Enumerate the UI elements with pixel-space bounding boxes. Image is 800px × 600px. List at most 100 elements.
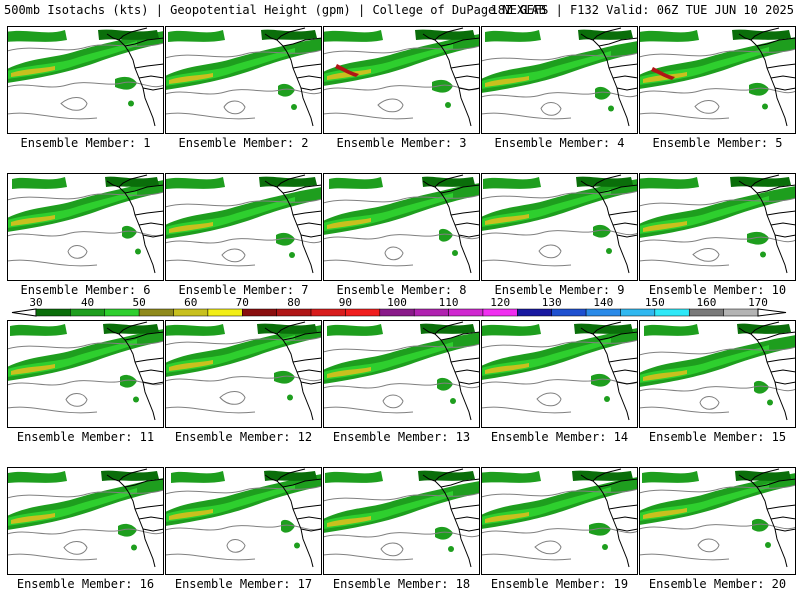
ensemble-member-label: Ensemble Member: 20 — [648, 577, 787, 591]
coastline-borders — [264, 321, 322, 421]
coastline-borders — [106, 468, 164, 568]
ensemble-member-label: Ensemble Member: 7 — [178, 283, 309, 297]
colorbar-segment — [104, 308, 140, 317]
ensemble-member-label: Ensemble Member: 1 — [20, 136, 151, 150]
height-contours — [7, 42, 164, 120]
coastline-borders — [580, 174, 638, 274]
coastline-borders — [580, 468, 638, 568]
isotach-shading — [7, 470, 164, 551]
colorbar-segment — [379, 308, 415, 317]
isotach-shading — [165, 323, 322, 401]
ensemble-member-label: Ensemble Member: 10 — [648, 283, 787, 297]
colorbar-segment — [517, 308, 552, 317]
colorbar-segment — [585, 308, 621, 317]
colorbar-segment — [70, 308, 106, 317]
coastline-borders — [264, 174, 322, 274]
ensemble-member-panel: Ensemble Member: 7 — [165, 173, 322, 297]
ensemble-member-panel: Ensemble Member: 19 — [481, 467, 638, 591]
height-contours — [165, 485, 322, 561]
ensemble-member-panel: Ensemble Member: 8 — [323, 173, 480, 297]
colorbar-segment — [723, 308, 759, 317]
map-title: 500mb Isotachs (kts) | Geopotential Heig… — [4, 3, 546, 17]
coastline-borders — [580, 321, 638, 421]
colorbar-tick-label: 50 — [132, 296, 146, 309]
ensemble-member-panel: Ensemble Member: 12 — [165, 320, 322, 444]
ensemble-member-label: Ensemble Member: 3 — [336, 136, 467, 150]
ensemble-member-panel: Ensemble Member: 13 — [323, 320, 480, 444]
height-contours — [639, 346, 796, 414]
ensemble-member-panel: Ensemble Member: 14 — [481, 320, 638, 444]
colorbar-tick-label: 60 — [184, 296, 198, 309]
ensemble-member-label: Ensemble Member: 9 — [494, 283, 625, 297]
colorbar-left-arrow — [11, 308, 37, 317]
height-contours — [165, 336, 322, 414]
coastline-borders — [106, 27, 164, 127]
ensemble-member-panel: Ensemble Member: 11 — [7, 320, 164, 444]
isotach-shading — [165, 29, 322, 110]
ensemble-member-label: Ensemble Member: 8 — [336, 283, 467, 297]
colorbar-tick-label: 70 — [235, 296, 249, 309]
ensemble-map — [481, 173, 638, 281]
coastline-borders — [422, 174, 480, 274]
ensemble-member-panel: Ensemble Member: 18 — [323, 467, 480, 591]
ensemble-map — [639, 320, 796, 428]
isotach-shading — [639, 470, 796, 548]
isotach-shading — [481, 470, 638, 550]
isotach-shading — [165, 176, 322, 258]
ensemble-map — [323, 467, 480, 575]
isotach-shading — [481, 323, 638, 402]
colorbar-tick-label: 120 — [490, 296, 511, 309]
isotach-shading — [7, 29, 164, 107]
isotach-shading — [639, 29, 796, 110]
coastline-borders — [264, 27, 322, 127]
colorbar-segment — [620, 308, 656, 317]
isotach-colorbar: 30 40 50 60 70 80 90 100 110 120 130 140 150 160 170 — [0, 296, 800, 320]
ensemble-map — [165, 320, 322, 428]
colorbar-segment — [551, 308, 587, 317]
height-contours — [323, 492, 480, 561]
ensemble-member-panel: Ensemble Member: 2 — [165, 26, 322, 150]
ensemble-member-label: Ensemble Member: 18 — [332, 577, 471, 591]
colorbar-right-arrow — [757, 308, 787, 317]
ensemble-map — [7, 173, 164, 281]
colorbar-tick-label: 170 — [748, 296, 768, 309]
isotach-shading — [323, 29, 480, 108]
coastline-borders — [738, 27, 796, 127]
ensemble-map — [481, 26, 638, 134]
colorbar-segment — [345, 308, 381, 317]
ensemble-member-label: Ensemble Member: 13 — [332, 430, 471, 444]
ensemble-member-label: Ensemble Member: 12 — [174, 430, 313, 444]
coastline-borders — [264, 468, 322, 568]
colorbar-segment — [310, 308, 346, 317]
ensemble-member-label: Ensemble Member: 11 — [16, 430, 155, 444]
colorbar-segment — [138, 308, 174, 317]
ensemble-member-label: Ensemble Member: 6 — [20, 283, 151, 297]
colorbar-segment — [173, 308, 209, 317]
height-contours — [639, 197, 796, 267]
colorbar-segment — [207, 308, 243, 317]
ensemble-map — [165, 173, 322, 281]
coastline-borders — [580, 27, 638, 127]
coastline-borders — [422, 321, 480, 421]
colorbar-tick-label: 40 — [80, 296, 95, 309]
coastline-borders — [422, 468, 480, 568]
ensemble-map — [7, 467, 164, 575]
ensemble-member-label: Ensemble Member: 15 — [648, 430, 787, 444]
colorbar-segment — [688, 308, 724, 317]
model-run-info: 18Z GEFS | F132 Valid: 06Z TUE JUN 10 20… — [490, 3, 794, 17]
ensemble-member-panel: Ensemble Member: 9 — [481, 173, 638, 297]
colorbar-segment — [35, 308, 71, 317]
ensemble-map — [323, 26, 480, 134]
coastline-borders — [738, 321, 796, 421]
colorbar-tick-label: 160 — [696, 296, 717, 309]
ensemble-member-panel: Ensemble Member: 5 — [639, 26, 796, 150]
colorbar-segment — [448, 308, 484, 317]
colorbar-tick-label: 90 — [338, 296, 353, 309]
ensemble-member-panel: Ensemble Member: 17 — [165, 467, 322, 591]
coastline-borders — [106, 321, 164, 421]
coastline-borders — [738, 468, 796, 568]
colorbar-tick-label: 140 — [593, 296, 614, 309]
isotach-shading — [323, 176, 480, 256]
colorbar-segment — [276, 308, 312, 317]
isotach-shading — [323, 470, 480, 552]
